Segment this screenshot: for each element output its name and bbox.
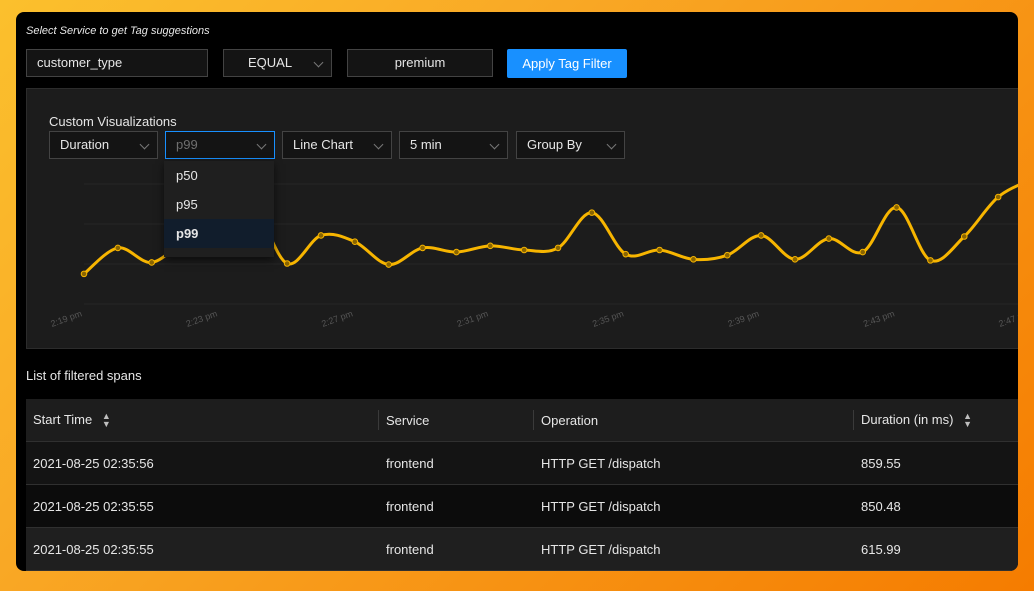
- column-header-start-time[interactable]: Start Time ▲ ▼: [26, 399, 379, 442]
- group-by-select-value: Group By: [527, 137, 582, 152]
- spans-section-title: List of filtered spans: [26, 368, 142, 383]
- data-point: [622, 250, 630, 258]
- data-point: [690, 256, 697, 263]
- tag-value-input[interactable]: premium: [347, 49, 493, 77]
- chart-type-select-value: Line Chart: [293, 137, 353, 152]
- aggregation-option-p50[interactable]: p50: [176, 168, 198, 183]
- x-tick-label: 2:35 pm: [591, 308, 625, 329]
- operation-header-label: Operation: [541, 412, 599, 428]
- data-point: [520, 246, 528, 254]
- table-row[interactable]: 2021-08-25 02:35:56 frontend HTTP GET /d…: [26, 441, 1018, 485]
- data-point: [723, 251, 731, 259]
- column-divider: [533, 410, 534, 430]
- interval-select-value: 5 min: [410, 137, 442, 152]
- data-point: [825, 235, 833, 242]
- duration-line-chart: 2:19 pm 2:23 pm 2:27 pm 2:31 pm 2:35 pm 2:39 …: [49, 183, 1018, 329]
- data-point: [453, 248, 460, 256]
- data-point: [588, 209, 596, 216]
- sort-icon[interactable]: ▲ ▼: [101, 411, 111, 430]
- app-window: Select Service to get Tag suggestions cu…: [16, 12, 1018, 571]
- x-tick-label: 2:31 pm: [456, 308, 490, 329]
- panel-title: Custom Visualizations: [49, 114, 177, 129]
- data-point: [486, 242, 494, 250]
- entity-select-value: Duration: [60, 137, 110, 152]
- chart-type-select[interactable]: Line Chart: [282, 131, 392, 159]
- start-time-cell: 2021-08-25 02:35:55: [26, 484, 379, 528]
- duration-cell: 615.99: [854, 527, 1018, 571]
- data-point: [385, 261, 393, 268]
- x-tick-label: 2:39 pm: [726, 308, 760, 329]
- operation-cell: HTTP GET /dispatch: [534, 527, 854, 571]
- data-point: [757, 232, 765, 239]
- data-point: [148, 259, 156, 266]
- table-row[interactable]: 2021-08-25 02:35:55 frontend HTTP GET /d…: [26, 484, 1018, 528]
- x-tick-label: 2:23 pm: [185, 308, 219, 329]
- data-point: [960, 233, 968, 240]
- duration-cell: 859.55: [854, 441, 1018, 485]
- tag-key-input[interactable]: customer_type: [26, 49, 208, 77]
- start-time-header-label: Start Time: [33, 411, 93, 427]
- table-header-row: Start Time ▲ ▼ Service Operation Duration…: [26, 399, 1018, 442]
- data-point: [554, 244, 562, 252]
- duration-cell: 850.48: [854, 484, 1018, 528]
- column-header-duration[interactable]: Duration (in ms) ▲ ▼: [854, 399, 1018, 442]
- tag-suggestion-hint: Select Service to get Tag suggestions: [26, 25, 210, 37]
- data-point: [791, 256, 799, 263]
- data-point: [283, 260, 291, 267]
- data-point: [656, 246, 663, 254]
- operation-cell: HTTP GET /dispatch: [534, 484, 854, 528]
- column-header-operation: Operation: [534, 399, 854, 442]
- x-tick-label: 2:27 pm: [320, 308, 354, 329]
- data-point: [859, 248, 867, 256]
- service-cell: frontend: [379, 484, 534, 528]
- x-tick-label: 2:43 pm: [862, 308, 896, 329]
- entity-select[interactable]: Duration: [49, 131, 158, 159]
- service-cell: frontend: [379, 441, 534, 485]
- service-header-label: Service: [386, 412, 430, 428]
- operation-cell: HTTP GET /dispatch: [534, 441, 854, 485]
- table-row[interactable]: 2021-08-25 02:35:55 frontend HTTP GET /d…: [26, 527, 1018, 571]
- column-divider: [378, 410, 379, 430]
- data-point: [80, 270, 88, 278]
- operator-select[interactable]: EQUAL: [223, 49, 332, 77]
- aggregation-option-p95[interactable]: p95: [176, 197, 198, 212]
- aggregation-select-value: p99: [176, 137, 198, 152]
- aggregation-select[interactable]: p99: [165, 131, 275, 159]
- data-point: [317, 232, 325, 239]
- data-point: [893, 204, 900, 211]
- column-divider: [853, 410, 854, 430]
- service-cell: frontend: [379, 527, 534, 571]
- data-point: [994, 193, 1002, 201]
- sort-icon[interactable]: ▲ ▼: [963, 411, 973, 430]
- aggregation-dropdown: p50 p95 p99: [164, 161, 274, 257]
- apply-tag-filter-button[interactable]: Apply Tag Filter: [507, 49, 627, 78]
- start-time-cell: 2021-08-25 02:35:55: [26, 527, 379, 571]
- spans-table: Start Time ▲ ▼ Service Operation Duration…: [26, 399, 1018, 571]
- aggregation-option-p99[interactable]: p99: [164, 219, 274, 248]
- data-point: [927, 257, 934, 264]
- start-time-cell: 2021-08-25 02:35:56: [26, 441, 379, 485]
- duration-header-label: Duration (in ms): [861, 411, 954, 427]
- data-point: [419, 244, 426, 252]
- operator-select-value: EQUAL: [248, 55, 293, 70]
- x-tick-label: 2:47 pm: [997, 308, 1018, 329]
- group-by-select[interactable]: Group By: [516, 131, 625, 159]
- interval-select[interactable]: 5 min: [399, 131, 508, 159]
- x-tick-label: 2:19 pm: [49, 308, 83, 329]
- data-point: [114, 244, 122, 252]
- chevron-down-icon: [313, 57, 324, 68]
- data-point: [351, 238, 359, 245]
- column-header-service: Service: [379, 399, 534, 442]
